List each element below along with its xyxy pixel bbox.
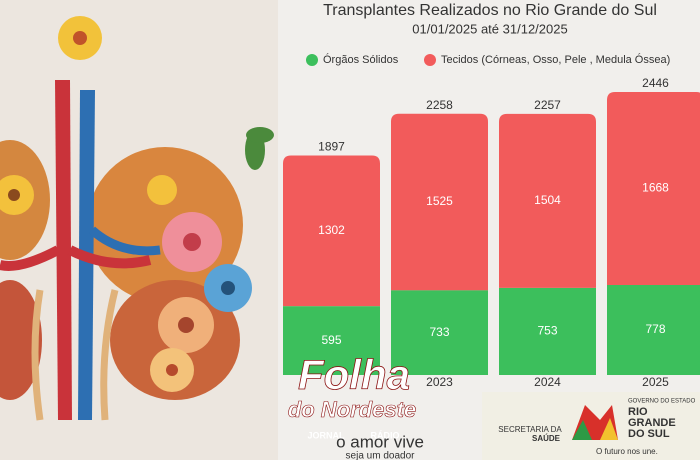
value-label: 733 xyxy=(429,325,449,339)
legend-label: Órgãos Sólidos xyxy=(323,53,399,66)
total-label: 2446 xyxy=(642,76,669,90)
value-label: 1525 xyxy=(426,194,453,208)
slogan-sub: seja um doador xyxy=(346,451,416,460)
x-tick-label: 2025 xyxy=(642,375,669,389)
value-label: 1504 xyxy=(534,193,561,207)
footer: Folha do Nordeste JORNAL RÁDIO o amor vi… xyxy=(288,351,700,460)
chart: Órgãos Sólidos Tecidos (Córneas, Osso, Pe… xyxy=(283,53,700,389)
bar-segment xyxy=(283,306,380,375)
chart-subtitle: 01/01/2025 até 31/12/2025 xyxy=(412,21,567,36)
brand: Folha xyxy=(298,351,410,398)
bar-segment xyxy=(607,284,700,375)
value-label: 1302 xyxy=(318,223,345,237)
value-label: 1668 xyxy=(642,181,669,195)
bar-segment xyxy=(607,92,700,285)
governo: GOVERNO DO ESTADO xyxy=(628,399,696,405)
chart-title: Transplantes Realizados no Rio Grande do… xyxy=(323,2,657,19)
bar-segment xyxy=(283,155,380,307)
governo: RIO xyxy=(628,406,648,418)
x-tick-label: 2023 xyxy=(426,375,453,389)
bar-segment xyxy=(391,290,488,375)
slogan: o amor vive xyxy=(336,432,424,451)
legend-swatch xyxy=(306,54,318,66)
total-label: 2258 xyxy=(426,98,453,112)
value-label: 778 xyxy=(645,322,665,336)
legend-swatch xyxy=(424,54,436,66)
brand-sub: do Nordeste xyxy=(288,397,416,422)
governo: GRANDE xyxy=(628,417,676,429)
media: RÁDIO xyxy=(371,430,400,440)
secretaria: SAÚDE xyxy=(532,434,561,443)
media: JORNAL xyxy=(307,430,345,440)
value-label: 595 xyxy=(321,333,341,347)
x-tick-label: 2024 xyxy=(534,375,561,389)
bar-segment xyxy=(391,113,488,291)
legend-label: Tecidos (Córneas, Osso, Pele , Medula Ós… xyxy=(441,53,670,66)
illustration xyxy=(0,0,278,460)
bar-segment xyxy=(499,113,596,288)
value-label: 753 xyxy=(537,324,557,338)
motto: O futuro nos une. xyxy=(596,447,658,456)
bar-segment xyxy=(499,287,596,375)
secretaria: SECRETARIA DA xyxy=(498,425,562,434)
total-label: 2257 xyxy=(534,98,561,112)
governo: DO SUL xyxy=(628,428,670,440)
total-label: 1897 xyxy=(318,140,345,154)
